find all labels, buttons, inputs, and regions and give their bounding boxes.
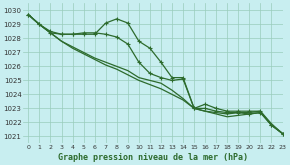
- X-axis label: Graphe pression niveau de la mer (hPa): Graphe pression niveau de la mer (hPa): [58, 152, 248, 162]
